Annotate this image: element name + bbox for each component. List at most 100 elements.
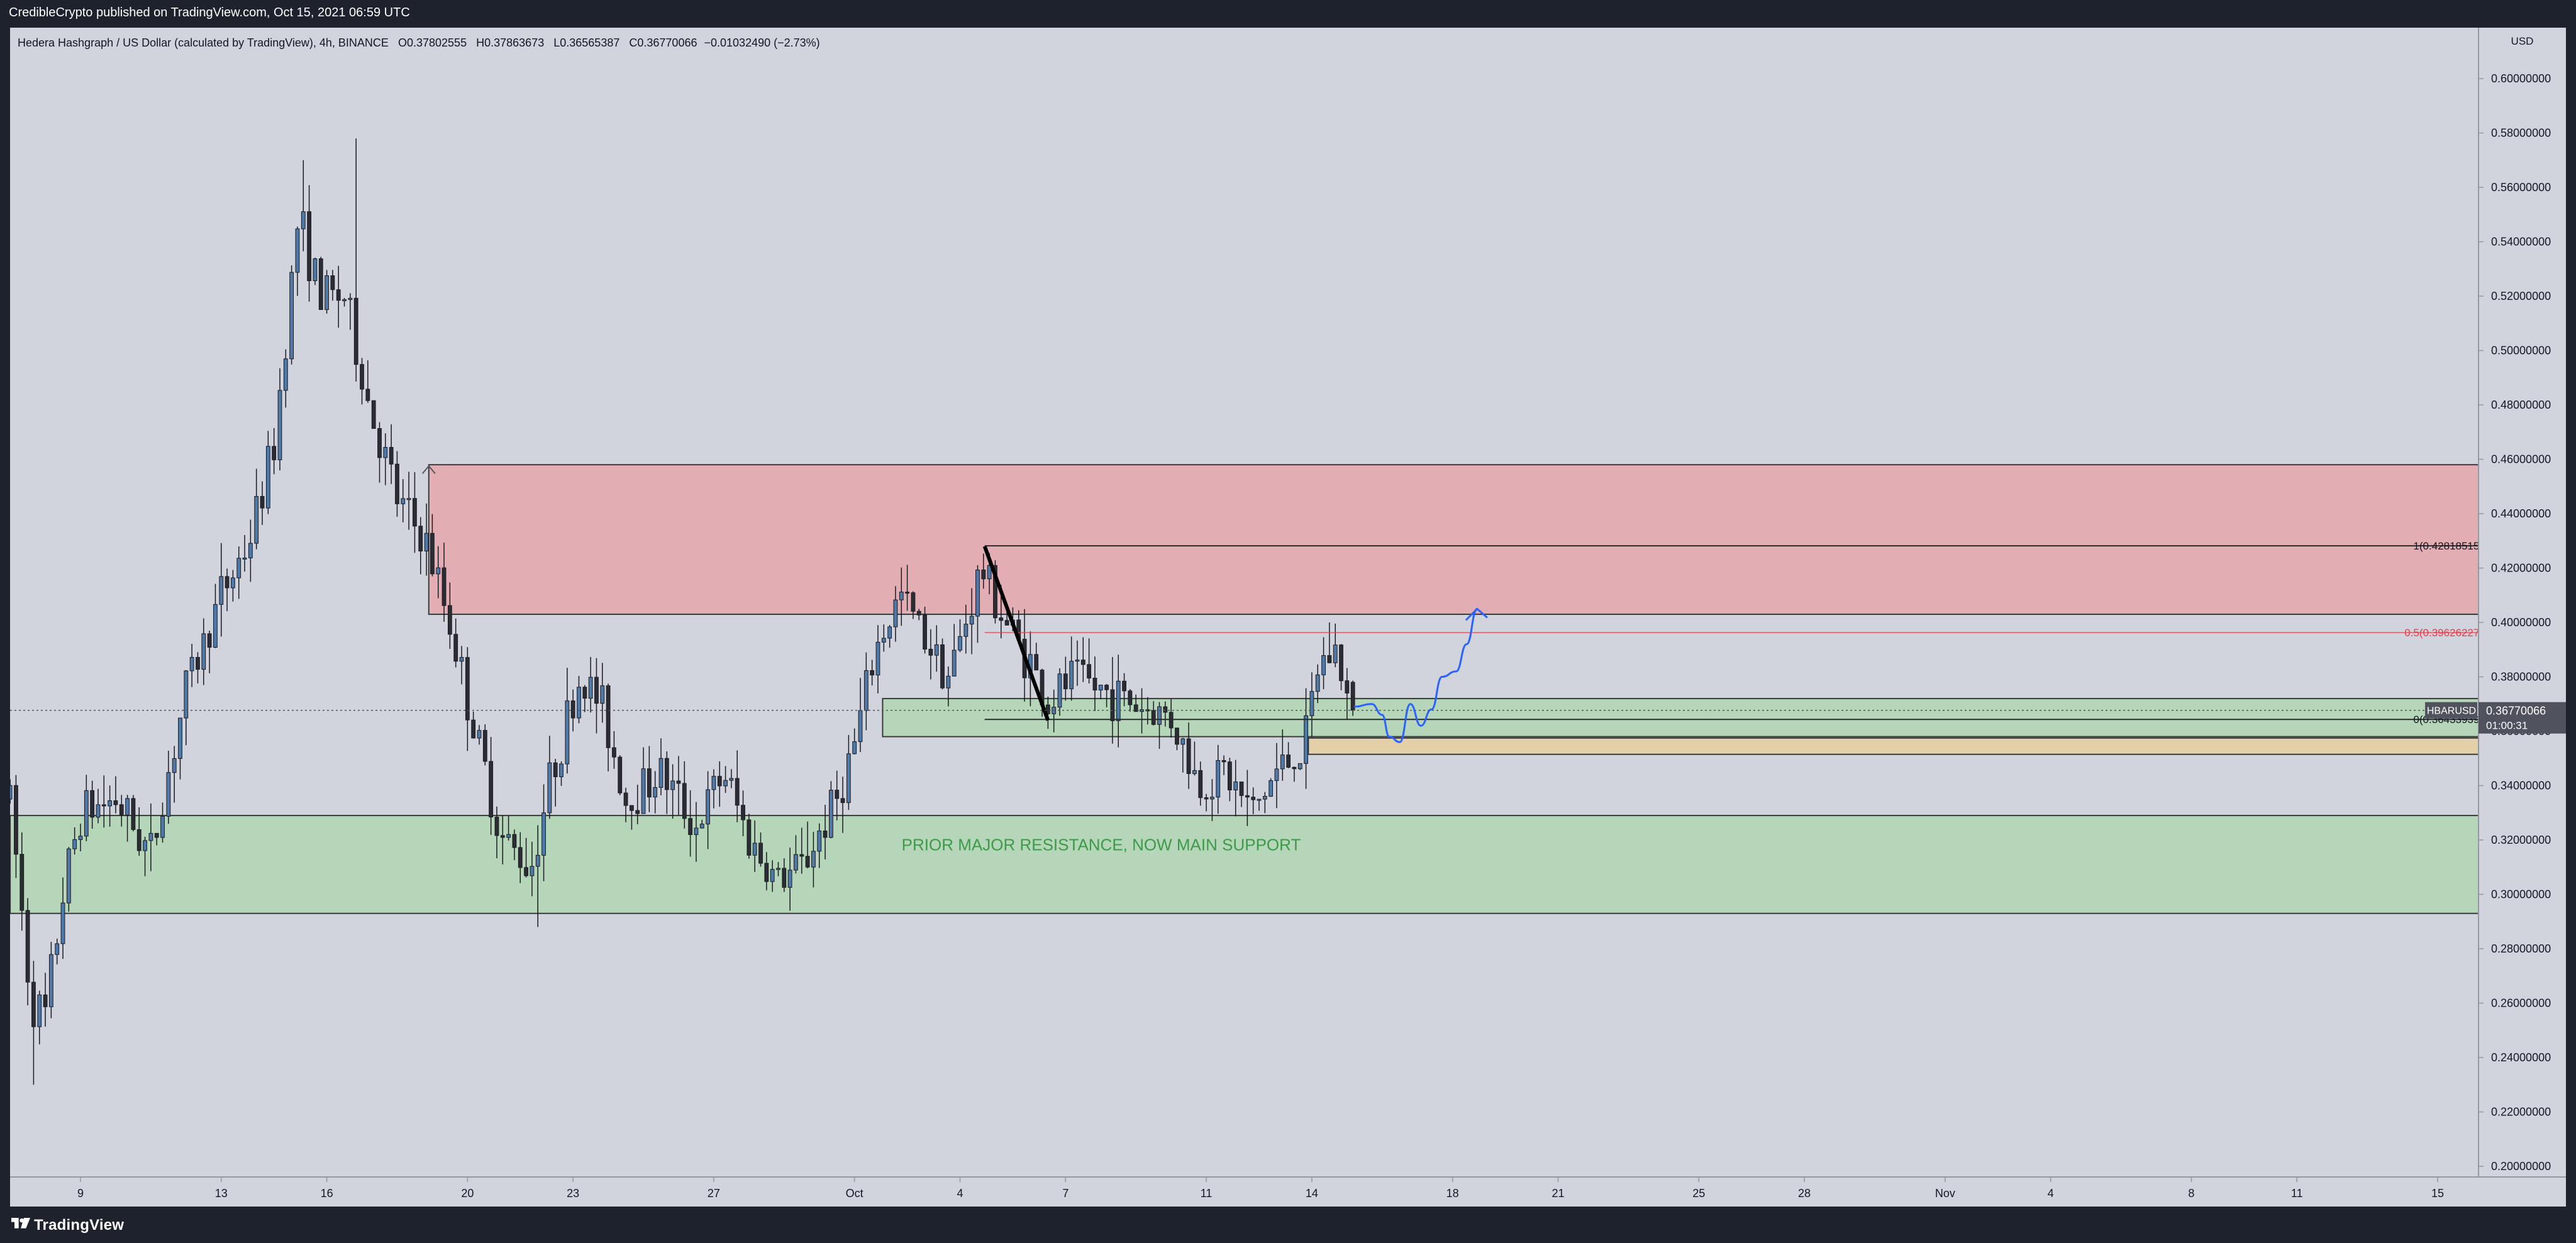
candle bbox=[630, 805, 634, 811]
x-tick-label: 7 bbox=[1062, 1187, 1069, 1200]
candle bbox=[136, 829, 142, 851]
candle bbox=[482, 730, 487, 762]
candle bbox=[952, 649, 957, 677]
candle bbox=[307, 211, 312, 282]
candle bbox=[817, 831, 822, 852]
countdown-label: 01:00:31 bbox=[2486, 720, 2528, 732]
candle bbox=[401, 498, 406, 504]
candle bbox=[1180, 738, 1185, 745]
candle bbox=[143, 840, 147, 851]
footer-brand: TradingView bbox=[34, 1217, 125, 1234]
high-value: 0.37863673 bbox=[484, 36, 545, 49]
candle bbox=[999, 617, 1004, 621]
candle bbox=[1069, 661, 1074, 690]
candle bbox=[84, 790, 89, 837]
candle bbox=[1239, 782, 1244, 796]
candle bbox=[383, 447, 388, 458]
y-tick-label: 0.30000000 bbox=[2491, 888, 2551, 901]
candle bbox=[1192, 770, 1197, 774]
candle bbox=[758, 842, 763, 864]
zone-annotation-text: PRIOR MAJOR RESISTANCE, NOW MAIN SUPPORT bbox=[902, 836, 1301, 854]
candle bbox=[1280, 754, 1285, 770]
x-tick-label: Nov bbox=[1935, 1187, 1955, 1200]
candle bbox=[119, 804, 124, 815]
candle bbox=[441, 567, 447, 606]
candle bbox=[975, 569, 980, 617]
candle bbox=[1309, 691, 1314, 716]
candle bbox=[295, 228, 300, 273]
candle bbox=[905, 592, 909, 594]
candle bbox=[658, 758, 663, 788]
y-tick-label: 0.54000000 bbox=[2491, 236, 2551, 248]
candle bbox=[881, 638, 886, 643]
candle bbox=[43, 994, 48, 1007]
legend-title: Hedera Hashgraph / US Dollar (calculated… bbox=[18, 36, 389, 49]
candle bbox=[48, 954, 53, 1007]
candle bbox=[1245, 795, 1250, 798]
candle bbox=[248, 543, 253, 558]
candle bbox=[741, 805, 745, 820]
candle bbox=[72, 839, 77, 849]
candle bbox=[494, 817, 499, 836]
price-chart[interactable]: 1(0.42818515)0.5(0.39626227)0(0.36433939… bbox=[10, 28, 2566, 1207]
x-tick-label: 18 bbox=[1446, 1187, 1459, 1200]
candle bbox=[1198, 770, 1203, 798]
candle bbox=[265, 446, 270, 509]
zone-arrowhead-icon bbox=[422, 465, 436, 474]
candle bbox=[805, 856, 810, 868]
candle bbox=[1227, 761, 1232, 790]
x-tick-label: Oct bbox=[846, 1187, 863, 1200]
candle bbox=[823, 831, 828, 838]
candle bbox=[787, 870, 792, 888]
candle bbox=[863, 670, 869, 711]
y-tick-label: 0.42000000 bbox=[2491, 562, 2551, 575]
chart-area[interactable]: 1(0.42818515) 0.5(0.39626227) 0(0.36433939… bbox=[10, 28, 2566, 1207]
candle bbox=[55, 943, 60, 955]
last-price-badge[interactable] bbox=[2479, 702, 2566, 734]
candle bbox=[166, 772, 171, 817]
candle bbox=[635, 810, 640, 814]
price-axis[interactable] bbox=[2479, 28, 2566, 1207]
upper-green-zone[interactable] bbox=[882, 698, 2480, 738]
candle bbox=[160, 815, 165, 838]
symbol-badge bbox=[2425, 702, 2477, 719]
x-tick-label: 15 bbox=[2431, 1187, 2444, 1200]
tan-zone[interactable] bbox=[1307, 737, 2479, 755]
candle bbox=[90, 790, 95, 818]
y-tick-label: 0.46000000 bbox=[2491, 453, 2551, 466]
candle bbox=[1151, 710, 1156, 725]
candle bbox=[946, 675, 951, 688]
candle bbox=[19, 854, 25, 911]
candle bbox=[846, 753, 851, 804]
red-resistance-zone[interactable] bbox=[428, 464, 2480, 616]
candle bbox=[500, 835, 505, 838]
trend-down-line[interactable] bbox=[982, 545, 1050, 721]
candle bbox=[148, 832, 153, 841]
low-label: L bbox=[553, 36, 560, 49]
candle bbox=[1315, 674, 1320, 692]
projection-path[interactable] bbox=[1354, 607, 1479, 743]
candle bbox=[735, 778, 740, 806]
candle bbox=[858, 710, 863, 743]
candle bbox=[1204, 797, 1209, 800]
candle bbox=[1133, 704, 1138, 712]
candle bbox=[336, 289, 341, 301]
candle bbox=[1080, 660, 1085, 665]
candle bbox=[541, 812, 546, 856]
candle bbox=[530, 866, 535, 876]
candle bbox=[330, 275, 335, 290]
candle bbox=[794, 854, 798, 871]
candle bbox=[189, 657, 194, 671]
candle bbox=[1292, 766, 1297, 770]
candle bbox=[776, 868, 780, 870]
x-tick-label: 13 bbox=[215, 1187, 228, 1200]
candle bbox=[1098, 685, 1103, 691]
green-support-zone[interactable] bbox=[10, 815, 2480, 914]
candle bbox=[1045, 704, 1050, 714]
candle bbox=[413, 498, 417, 527]
candle bbox=[1075, 660, 1080, 662]
candle bbox=[389, 447, 394, 465]
candle bbox=[893, 599, 898, 627]
tradingview-logo-icon bbox=[11, 1218, 30, 1229]
candle bbox=[424, 533, 429, 551]
